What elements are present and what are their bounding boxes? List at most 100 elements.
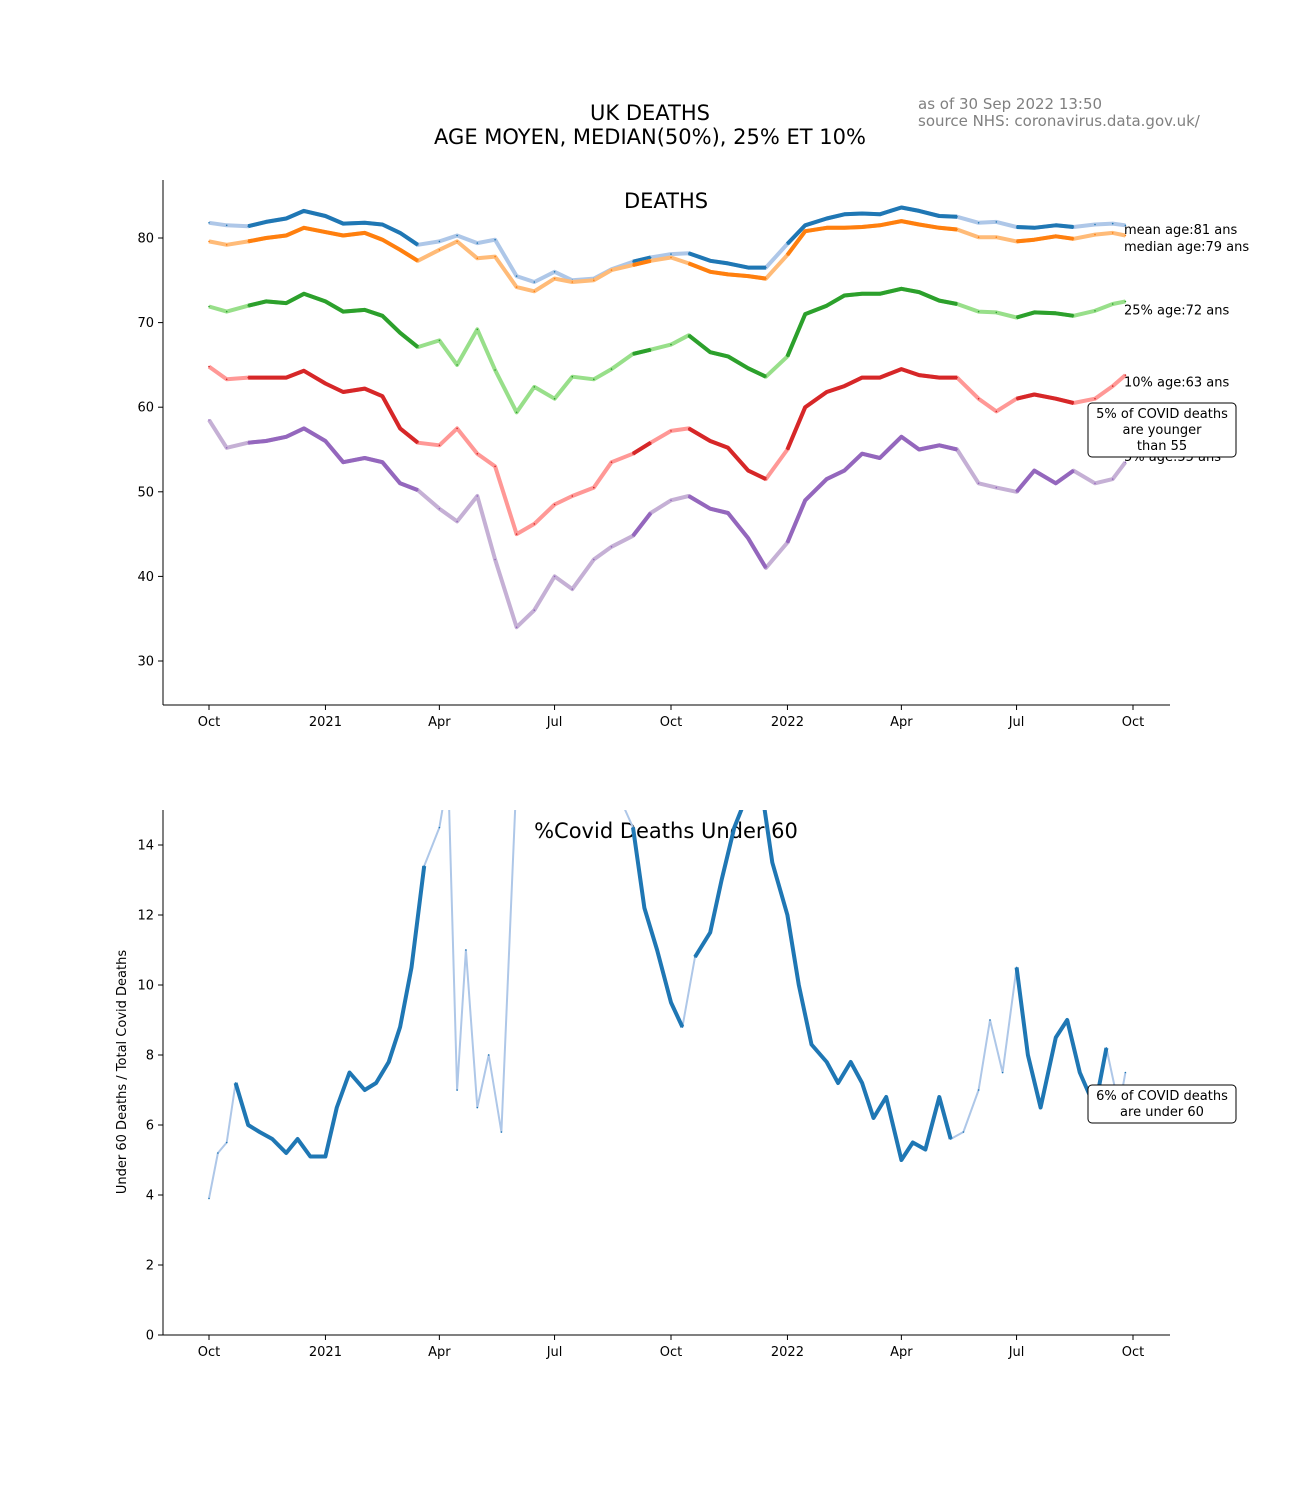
series-p25-point [363,309,366,311]
series-p10-point [1111,385,1114,387]
series-p5-line-segment [248,426,419,492]
series-mean-point [1124,224,1127,227]
series-median-point [285,234,288,237]
series-median-point [804,230,806,232]
series-under60-point [747,792,749,794]
series-p10-point [918,374,920,376]
series-p5-point [687,495,690,497]
series-under60-point [759,774,761,776]
series-mean-point [995,221,998,223]
x-tick-label: Jul [546,715,563,730]
series-mean-point [747,266,749,269]
series-p5-line-segment [631,511,653,538]
series-p10-point [208,365,210,368]
series-mean-point [1072,226,1075,228]
x-tick-label: Oct [198,1345,220,1360]
series-median-point [918,223,920,226]
series-under60-point [516,774,518,776]
annotation-text: are younger [1123,423,1203,438]
series-under60-point [399,1026,401,1028]
series-p5-point [995,486,998,489]
series-p25-point [825,304,828,307]
series-p5-point [649,512,652,514]
series-mean-point [825,217,828,220]
series-under60-point [810,1043,813,1046]
series-mean-point [247,225,249,227]
series-p5-point [938,444,941,447]
series-p10-point [363,387,366,390]
y-tick-label: 10 [137,979,154,994]
y-tick-label: 30 [137,655,154,670]
series-under60-point [476,1106,479,1109]
series-p25-point [861,293,863,295]
series-p25-line-segment [1016,310,1074,320]
series-p25-point [285,302,288,304]
series-median-point [727,273,729,276]
series-p10-point [727,447,729,449]
series-mean-point [324,215,327,217]
series-p10-point [995,410,998,413]
series-under60-point [849,1061,852,1063]
series-under60-point [989,1019,991,1021]
series-under60-point [1055,1036,1057,1039]
series-under60-point [336,1106,338,1109]
series-under60-point [1001,1071,1004,1074]
series-under60-point [258,1131,261,1133]
series-median-point [1072,238,1075,240]
series-p5-point [247,441,249,444]
series-p10-point [610,461,613,464]
series-p10-point [1124,374,1127,376]
series-median-point [786,254,789,256]
series-p10-point [571,495,574,497]
series-p10-point [1094,397,1096,400]
series-mean-line-segment [632,255,652,264]
series-p10-point [879,376,881,379]
y-tick-label: 14 [137,839,154,854]
series-p25-point [494,369,496,371]
series-mean-end-label: mean age:81 ans [1124,223,1237,238]
series-under60-point [1079,1071,1081,1074]
series-p5-point [1124,461,1127,464]
series-p5-point [956,448,958,451]
series-under60-point [1015,966,1018,969]
series-p5-point [363,457,366,459]
series-p25-point [1055,312,1057,315]
series-median-point [977,236,980,238]
series-median-point [553,277,556,280]
series-p25-point [900,288,903,290]
series-median-point [571,281,574,283]
series-p10-point [456,427,458,430]
series-p25-point [1111,303,1114,305]
series-p5-point [303,427,305,430]
series-p5-point [1055,482,1057,485]
series-p5-point [709,507,711,510]
series-under60-point [912,1141,914,1144]
series-mean-point [670,253,672,255]
series-p25-point [553,397,556,400]
series-p5-point [324,440,327,442]
series-p10-point [956,376,958,379]
series-p25-point [515,411,518,414]
series-under60-point [438,826,441,829]
series-median-point [649,260,652,262]
series-p25-point [995,311,998,314]
annotation-text: than 55 [1137,439,1187,454]
series-under60-point [733,826,736,829]
series-median-line-segment [1016,234,1074,244]
series-mean-point [515,275,518,277]
series-mean-point [956,216,958,218]
series-p25-point [843,294,846,297]
series-p25-point [324,300,327,303]
series-median-point [265,237,267,239]
series-under60-line-segment [233,865,427,1159]
series-under60-point [1105,1047,1108,1049]
series-under60-point [872,1117,875,1119]
y-tick-label: 40 [137,570,154,585]
series-mean-point [804,224,806,227]
series-under60-point [500,1131,503,1133]
series-p10-point [342,391,345,393]
series-p5-point [381,461,384,464]
series-under60-point [324,1155,327,1158]
series-mean-point [727,262,729,265]
series-under60-point [554,739,556,741]
